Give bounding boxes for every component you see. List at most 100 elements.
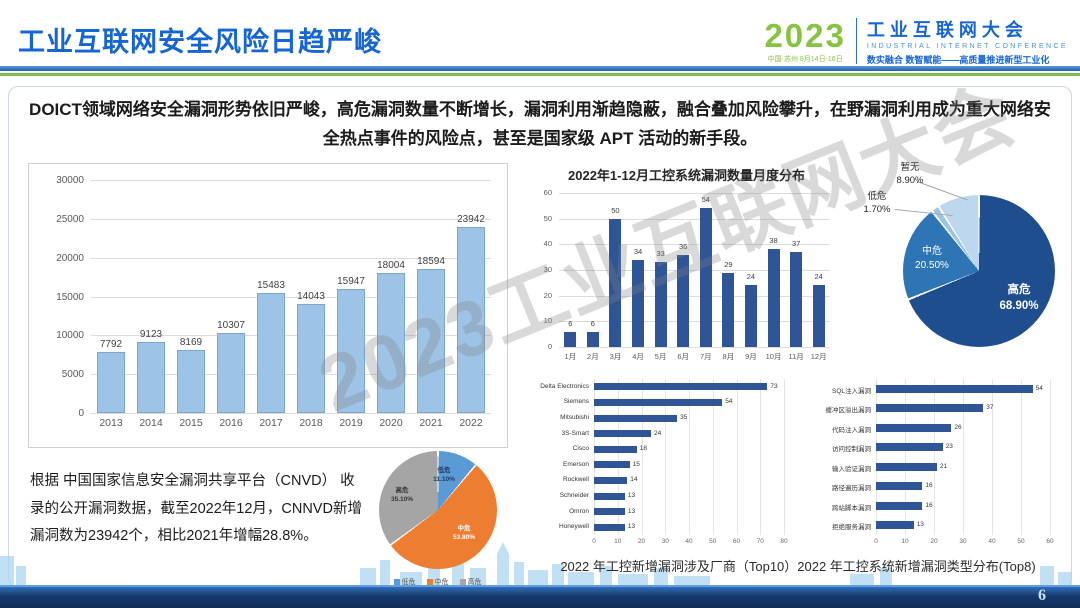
bar	[876, 501, 923, 510]
bar	[337, 289, 365, 413]
htick: 60	[1046, 538, 1054, 545]
city-skyline-graphic	[0, 542, 1072, 586]
vlabel: 18594	[417, 255, 445, 267]
bar	[217, 332, 245, 413]
ytick: 10	[543, 316, 552, 326]
xlabel: 8月	[722, 352, 735, 361]
logo-name-en: INDUSTRIAL INTERNET CONFERENCE	[866, 43, 1068, 50]
cnvd-pie-label-medium-pct: 53.80%	[452, 533, 476, 541]
hval: 13	[627, 492, 636, 499]
xlabel: 2018	[299, 417, 323, 429]
hlab: Delta Electronics	[540, 382, 589, 390]
vlabel: 6	[590, 318, 595, 328]
page-title: 工业互联网安全风险日趋严峻	[18, 27, 382, 57]
hlab: Siemens	[563, 398, 589, 406]
ytick: 40	[543, 239, 552, 249]
logo-name-block: 工业互联网大会 INDUSTRIAL INTERNET CONFERENCE 数…	[867, 16, 1068, 66]
legend-label-low: 低危	[401, 579, 416, 586]
bar	[876, 443, 943, 452]
grid-v	[992, 379, 993, 535]
bar	[594, 383, 768, 391]
logo-slogan: 数实融合 数智赋能——高质量推进新型工业化	[866, 55, 1050, 65]
bar	[654, 262, 667, 347]
pie-label-low-pct: 1.70%	[863, 203, 891, 215]
hlab: Mitsubishi	[560, 414, 589, 421]
grid-h	[91, 180, 491, 181]
xlabel: 12月	[810, 352, 827, 361]
xlabel: 9月	[745, 352, 757, 361]
htick: 40	[685, 538, 693, 545]
cnvd-pie-label-medium: 中危 53.80%	[439, 525, 489, 543]
htick: 30	[959, 538, 967, 545]
vlabel: 9123	[139, 329, 163, 341]
htick: 20	[637, 538, 646, 545]
grid-h	[91, 374, 491, 376]
xlabel: 3月	[609, 352, 622, 361]
vlabel: 37	[791, 239, 801, 249]
cnvd-pie-label-medium-name: 中危	[457, 525, 471, 532]
bar	[699, 208, 712, 347]
hval: 54	[1035, 384, 1043, 392]
vlabel: 10307	[217, 319, 245, 331]
bar	[677, 254, 690, 347]
vlabel: 18004	[377, 260, 405, 272]
pie-label-none-name: 暂无	[900, 162, 920, 173]
legend-item-high: 高危	[459, 577, 482, 587]
vlabel: 23942	[457, 214, 485, 226]
hval: 15	[632, 460, 640, 468]
cnvd-pie-label-low-pct: 11.10%	[433, 475, 455, 483]
xlabel: 7月	[699, 352, 712, 361]
hlab: 代码注入漏洞	[832, 426, 871, 434]
hval: 23	[945, 443, 953, 451]
hval: 21	[939, 462, 948, 470]
cnvd-pie-circle	[379, 451, 497, 569]
grid-h	[559, 193, 830, 194]
hlab: SQL注入漏洞	[831, 387, 871, 395]
grid-v	[963, 379, 964, 535]
cnvd-pie-label-high: 高危 35.10%	[379, 487, 425, 505]
bar	[876, 462, 937, 471]
xlabel: 2021	[419, 417, 443, 429]
htick: 60	[732, 538, 741, 545]
bar	[97, 352, 125, 413]
bar	[594, 461, 630, 469]
htick: 50	[1017, 538, 1025, 545]
ytick: 30000	[56, 175, 84, 186]
ics-monthly-bar-chart: 2022年1-12月工控系统漏洞数量月度分布 0 10 20 30 40 50 60 6 1月 6…	[533, 163, 840, 369]
ytick: 25000	[56, 213, 84, 225]
xlabel: 2013	[99, 417, 123, 429]
hval: 13	[916, 521, 924, 529]
hlab: Honeywell	[559, 523, 589, 531]
hval: 16	[925, 482, 933, 490]
ytick: 50	[543, 213, 552, 223]
bar	[137, 342, 165, 413]
ytick: 60	[543, 188, 552, 197]
hlab: Rockwell	[562, 476, 589, 484]
ytick: 0	[78, 408, 84, 419]
legend-swatch-low	[393, 579, 400, 585]
hval: 14	[630, 476, 638, 484]
cnvd-pie-label-low: 低危 11.10%	[421, 467, 467, 485]
xlabel: 2020	[379, 417, 403, 429]
htick: 40	[988, 538, 996, 545]
bar	[609, 218, 622, 347]
hlab: 路径遍历漏洞	[832, 485, 871, 493]
grid-h	[91, 413, 491, 414]
bar	[594, 492, 625, 500]
grid-v	[760, 379, 762, 535]
hlab: Omron	[569, 507, 589, 515]
hval: 18	[639, 445, 647, 453]
bar	[876, 404, 984, 413]
cnvd-pie-label-high-pct: 35.10%	[390, 495, 414, 503]
grid-h	[559, 295, 830, 297]
grid-v	[736, 379, 738, 535]
grid-h	[559, 244, 830, 246]
cnvd-pie-label-high-name: 高危	[395, 487, 409, 494]
htick: 10	[614, 538, 622, 545]
bar	[594, 523, 625, 531]
hval: 35	[680, 414, 688, 421]
hlab: 拒绝服务漏洞	[832, 524, 871, 532]
bar	[586, 331, 599, 347]
severity-pie-chart: 高危 68.90% 中危 20.50% 低危 1.70% 暂无 8.90%	[855, 162, 1070, 363]
